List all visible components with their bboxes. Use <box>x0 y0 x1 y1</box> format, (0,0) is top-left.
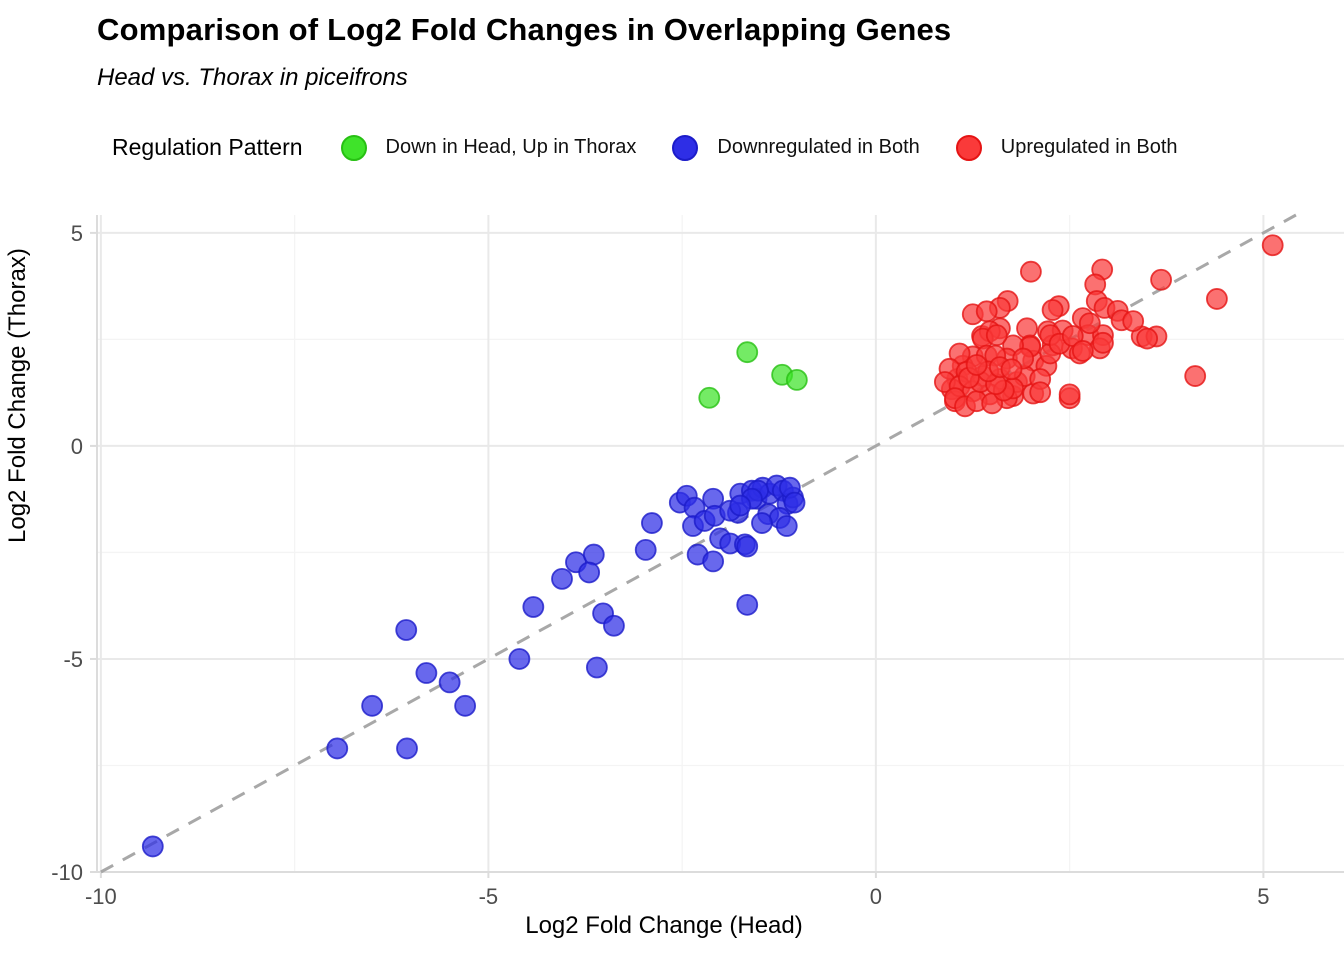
legend-item-down-head-up-thorax: Down in Head, Up in Thorax <box>340 134 637 161</box>
data-point <box>729 494 752 517</box>
data-point <box>551 567 573 590</box>
legend-label: Down in Head, Up in Thorax <box>385 136 637 158</box>
data-point <box>1029 381 1052 404</box>
data-point <box>508 648 531 670</box>
x-tick-label: -5 <box>479 884 499 909</box>
data-point <box>603 614 625 637</box>
legend-label: Downregulated in Both <box>717 136 920 158</box>
data-point <box>141 835 164 858</box>
data-point <box>985 324 1008 347</box>
data-point <box>1058 383 1081 406</box>
series-down-in-head-up-in-thorax <box>698 341 808 409</box>
data-point <box>641 512 663 534</box>
data-point <box>582 543 605 566</box>
legend-label: Upregulated in Both <box>1000 136 1178 158</box>
green-dot-icon <box>340 134 367 161</box>
data-point <box>975 300 998 323</box>
data-point <box>1205 288 1228 310</box>
data-point <box>415 662 438 684</box>
data-point <box>522 596 545 618</box>
data-point <box>775 515 798 537</box>
data-point <box>965 354 988 376</box>
data-point <box>698 386 721 409</box>
data-point <box>634 538 657 561</box>
data-point <box>783 491 806 514</box>
series-upregulated-in-both <box>933 234 1284 418</box>
x-tick-label: 0 <box>870 884 882 909</box>
data-point <box>1092 331 1114 354</box>
legend-title: Regulation Pattern <box>112 134 303 160</box>
series-downregulated-in-both <box>141 474 806 858</box>
data-point <box>1261 234 1284 257</box>
data-point <box>1184 365 1207 387</box>
data-point <box>396 737 418 760</box>
y-tick-label: 0 <box>71 434 83 459</box>
data-point <box>1041 299 1064 321</box>
data-point <box>578 561 601 584</box>
legend-item-upregulated-both: Upregulated in Both <box>955 134 1178 161</box>
data-point <box>1000 358 1023 381</box>
data-point <box>1071 340 1094 362</box>
data-point <box>454 694 477 717</box>
x-axis-title: Log2 Fold Change (Head) <box>525 912 803 939</box>
x-tick-label: 5 <box>1257 884 1269 909</box>
data-point <box>785 368 808 391</box>
data-point <box>736 535 759 558</box>
chart-title: Comparison of Log2 Fold Changes in Overl… <box>97 12 952 47</box>
data-point <box>1061 325 1084 347</box>
data-point <box>361 694 384 717</box>
data-point <box>326 737 349 760</box>
data-point <box>1150 268 1172 291</box>
x-tick-label: -10 <box>85 884 117 909</box>
red-dot-icon <box>955 134 982 161</box>
y-tick-label: -10 <box>51 860 83 885</box>
chart-subtitle: Head vs. Thorax in piceifrons <box>97 64 408 91</box>
data-point <box>438 671 461 694</box>
data-point <box>1019 260 1042 283</box>
data-point <box>736 341 759 364</box>
blue-dot-icon <box>672 134 699 161</box>
data-point <box>1078 312 1101 335</box>
data-point <box>1122 310 1145 332</box>
y-axis-title: Log2 Fold Change (Thorax) <box>4 248 31 543</box>
data-point <box>736 593 759 616</box>
legend-item-downregulated-both: Downregulated in Both <box>672 134 920 161</box>
data-point <box>751 512 773 534</box>
data-point <box>1136 327 1159 350</box>
data-point <box>585 656 608 679</box>
data-point <box>395 619 418 641</box>
data-point <box>702 550 725 573</box>
y-tick-label: 5 <box>71 221 83 246</box>
y-tick-label: -5 <box>63 647 83 672</box>
legend: Regulation Pattern Down in Head, Up in T… <box>112 134 1214 161</box>
